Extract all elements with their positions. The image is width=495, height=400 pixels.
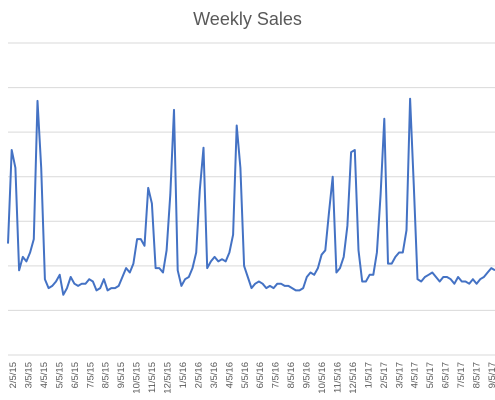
x-tick-label: 5/5/16 bbox=[240, 362, 251, 388]
x-tick-label: 8/5/16 bbox=[286, 362, 297, 388]
x-tick-label: 3/5/17 bbox=[394, 362, 405, 388]
x-tick-label: 4/5/16 bbox=[224, 362, 235, 388]
x-tick-labels: 2/5/15 3/5/15 4/5/15 5/5/15 6/5/15 7/5/15 8/5/… bbox=[8, 362, 495, 394]
x-tick-label: 5/5/15 bbox=[54, 362, 65, 388]
x-tick-label: 6/5/16 bbox=[255, 362, 266, 388]
x-tick-label: 3/5/15 bbox=[24, 362, 35, 388]
x-tick-label: 12/5/15 bbox=[163, 362, 174, 394]
x-tick-label: 6/5/15 bbox=[70, 362, 81, 388]
x-tick-label: 12/5/16 bbox=[348, 362, 359, 394]
x-tick-label: 10/5/16 bbox=[317, 362, 328, 394]
x-tick-label: 8/5/17 bbox=[472, 362, 483, 388]
x-tick-label: 10/5/15 bbox=[132, 362, 143, 394]
series-layer bbox=[7, 97, 495, 296]
x-tick-label: 8/5/15 bbox=[101, 362, 112, 388]
chart-title: Weekly Sales bbox=[193, 9, 302, 29]
x-tick-label: 1/5/16 bbox=[178, 362, 189, 388]
x-tick-label: 7/5/17 bbox=[456, 362, 467, 388]
x-tick-label: 11/5/16 bbox=[333, 362, 344, 393]
x-tick-label: 9/5/17 bbox=[487, 362, 495, 388]
grid-lines bbox=[8, 42, 495, 356]
x-tick-label: 11/5/15 bbox=[147, 362, 158, 393]
x-tick-label: 2/5/15 bbox=[8, 362, 19, 388]
x-tick-label: 2/5/17 bbox=[379, 362, 390, 388]
x-tick-label: 7/5/15 bbox=[85, 362, 96, 388]
x-tick-label: 6/5/17 bbox=[441, 362, 452, 388]
x-tick-label: 1/5/17 bbox=[363, 362, 374, 388]
x-tick-label: 7/5/16 bbox=[271, 362, 282, 388]
x-tick-label: 9/5/15 bbox=[116, 362, 127, 388]
x-tick-label: 5/5/17 bbox=[425, 362, 436, 388]
x-tick-label: 3/5/16 bbox=[209, 362, 220, 388]
x-tick-label: 4/5/15 bbox=[39, 362, 50, 388]
x-tick-label: 9/5/16 bbox=[302, 362, 313, 388]
series-line bbox=[7, 97, 495, 296]
x-tick-label: 4/5/17 bbox=[410, 362, 421, 388]
x-tick-label: 2/5/16 bbox=[193, 362, 204, 388]
